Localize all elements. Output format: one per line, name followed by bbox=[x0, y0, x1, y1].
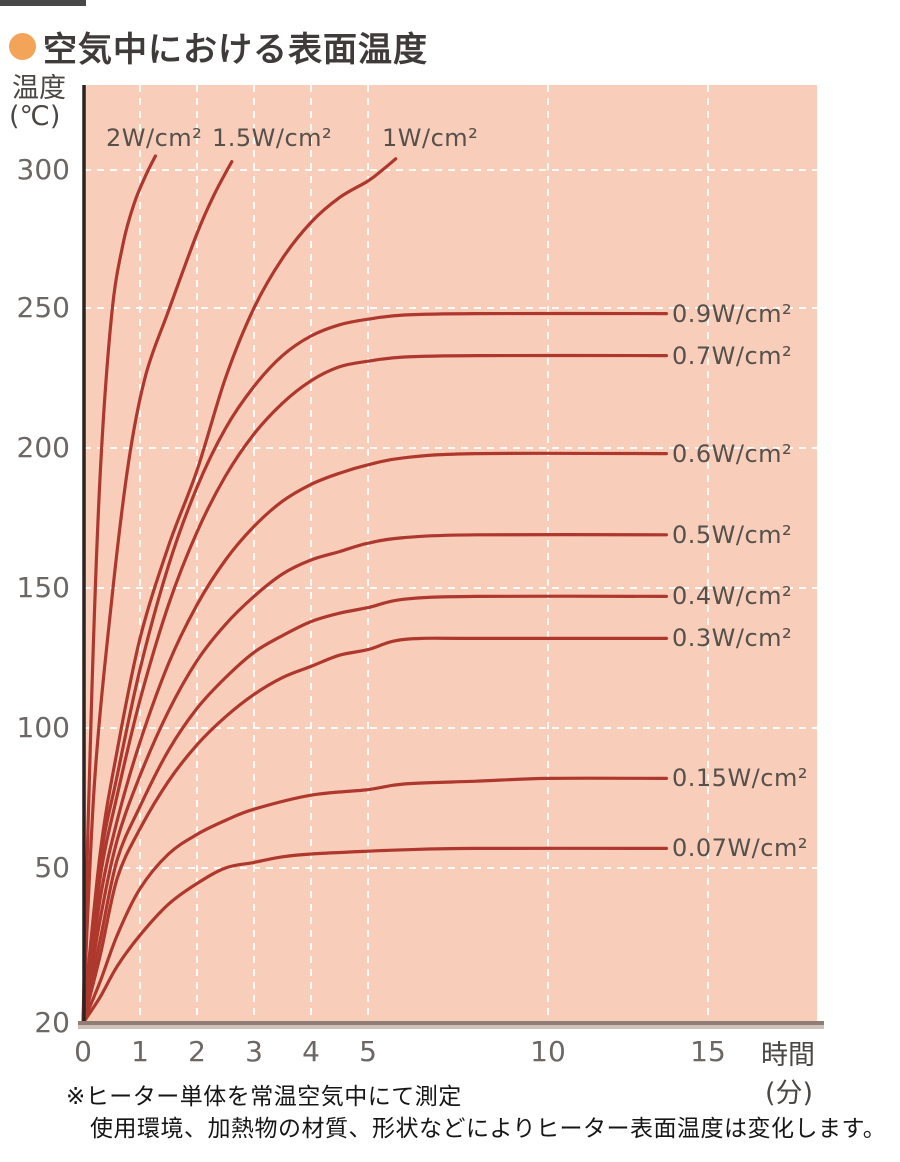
series-curve-0.3W/cm2 bbox=[81, 636, 668, 1025]
series-curve-0.9W/cm2 bbox=[81, 311, 668, 1025]
page-corner-strip bbox=[0, 0, 86, 6]
series-curve-2W/cm2 bbox=[81, 154, 157, 1025]
footnote-line-2: 使用環境、加熱物の材質、形状などによりヒーター表面温度は変化します。 bbox=[90, 1116, 887, 1142]
series-curve-0.07W/cm2 bbox=[81, 846, 668, 1025]
bullet-icon bbox=[9, 33, 36, 60]
plot-background bbox=[84, 85, 817, 1023]
page-title: 空気中における表面温度 bbox=[43, 30, 428, 70]
series-curve-0.6W/cm2 bbox=[81, 451, 668, 1025]
x-axis-unit-minutes: (分) bbox=[765, 1078, 814, 1109]
series-curve-0.7W/cm2 bbox=[81, 353, 668, 1025]
x-axis-bar-light bbox=[78, 1025, 824, 1029]
y-axis-unit-temperature: 温度 bbox=[12, 73, 66, 104]
series-curve-1.5W/cm2 bbox=[81, 160, 234, 1025]
series-curve-0.4W/cm2 bbox=[81, 594, 668, 1025]
y-axis-unit-celsius: (℃) bbox=[9, 101, 61, 132]
series-curve-0.15W/cm2 bbox=[81, 776, 668, 1025]
series-curve-1W/cm2 bbox=[81, 157, 398, 1025]
chart-title-row: 空気中における表面温度 bbox=[9, 22, 428, 71]
series-curve-0.5W/cm2 bbox=[81, 532, 668, 1025]
footnote-line-1: ※ヒーター単体を常温空気中にて測定 bbox=[66, 1084, 462, 1110]
x-axis-bar-dark bbox=[78, 1021, 824, 1025]
x-axis-unit-time: 時間 bbox=[761, 1040, 815, 1071]
